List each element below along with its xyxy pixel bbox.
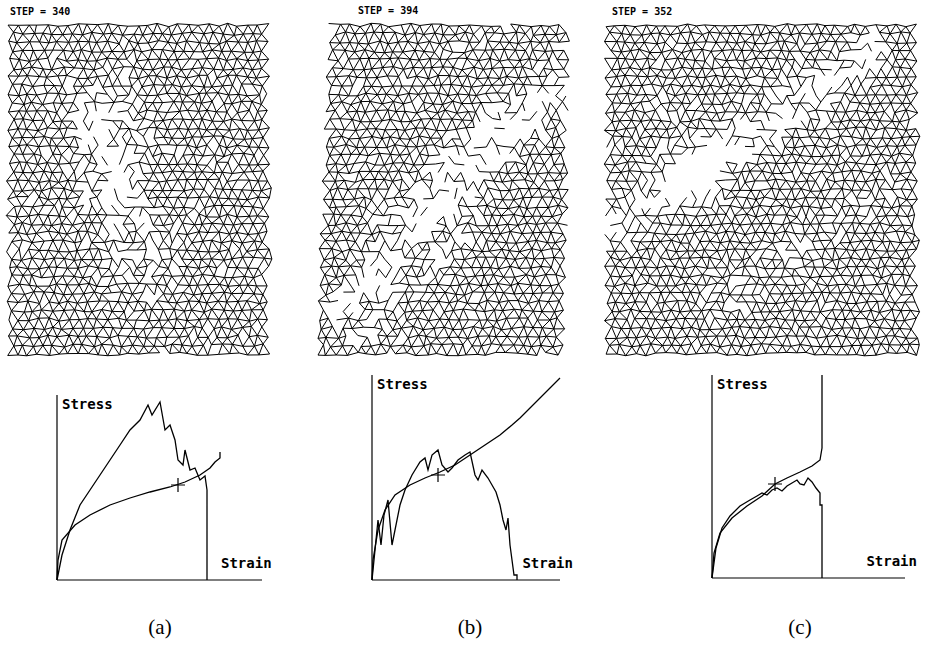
y-axis-title: Stress <box>62 396 113 412</box>
plot-area <box>712 375 822 578</box>
x-axis <box>712 577 905 578</box>
x-axis <box>372 579 560 580</box>
y-axis <box>371 375 372 580</box>
panel-title: STEP = 352 <box>612 6 672 17</box>
y-axis <box>56 395 57 580</box>
panel: STEP = 394 Stress Strain (b) <box>358 5 573 639</box>
panel: STEP = 340 Stress Strain (a) <box>10 6 272 639</box>
cross-marker <box>431 468 445 482</box>
mesh <box>318 23 569 355</box>
plot-area <box>57 402 220 580</box>
curve <box>712 375 822 578</box>
cross-marker <box>768 477 782 491</box>
figure: STEP = 340 Stress Strain (a) STEP = 394 Stres… <box>0 0 929 645</box>
x-axis-title: Strain <box>522 555 573 571</box>
panel-label: (c) <box>788 615 811 639</box>
panel-label: (a) <box>148 615 171 639</box>
y-axis-title: Stress <box>717 376 768 392</box>
panel-title: STEP = 340 <box>10 6 70 17</box>
curve <box>372 378 560 580</box>
panel-title: STEP = 394 <box>358 5 418 16</box>
curve <box>712 478 822 578</box>
panel-label: (b) <box>458 615 483 639</box>
plot-area <box>372 378 560 580</box>
mesh <box>604 24 920 356</box>
mesh <box>6 23 272 356</box>
curve <box>57 402 207 580</box>
cross-marker <box>171 478 185 492</box>
x-axis-title: Strain <box>221 555 272 571</box>
curve <box>57 452 220 580</box>
y-axis <box>711 375 712 578</box>
x-axis <box>57 579 262 580</box>
y-axis-title: Stress <box>377 376 428 392</box>
x-axis-title: Strain <box>866 553 917 569</box>
